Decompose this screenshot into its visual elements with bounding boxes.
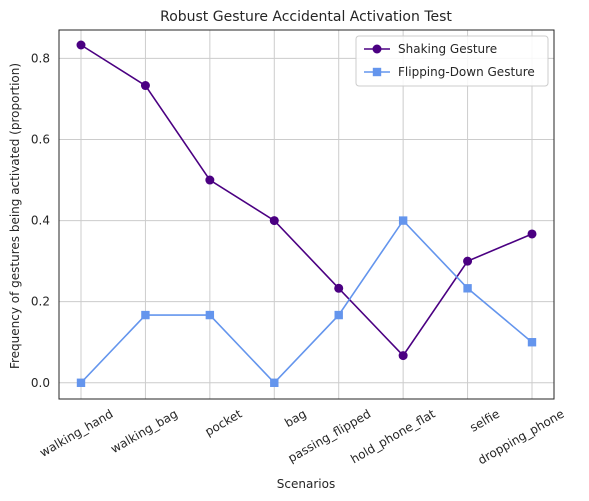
data-point xyxy=(270,378,279,387)
series-layer xyxy=(76,40,537,387)
y-tick-label: 0.0 xyxy=(31,376,50,390)
data-point xyxy=(463,284,472,293)
plot-frame xyxy=(58,29,555,400)
data-point xyxy=(398,351,408,361)
data-point xyxy=(269,216,279,226)
legend-label: Shaking Gesture xyxy=(398,42,497,56)
data-point xyxy=(334,310,343,320)
y-tick-label: 0.4 xyxy=(31,214,50,228)
data-point xyxy=(463,256,473,266)
y-tick-label: 0.6 xyxy=(31,132,50,146)
data-point xyxy=(76,40,86,50)
data-point xyxy=(527,338,537,347)
data-point xyxy=(334,283,344,293)
data-point xyxy=(527,229,537,239)
series-line xyxy=(80,219,533,384)
data-point xyxy=(141,310,150,320)
chart-title: Robust Gesture Accidental Activation Tes… xyxy=(160,9,452,25)
legend-label: Flipping-Down Gesture xyxy=(398,65,535,79)
y-tick-label: 0.8 xyxy=(31,51,50,65)
x-tick-label: pocket xyxy=(203,407,245,439)
data-point xyxy=(205,310,215,320)
legend-marker xyxy=(372,67,382,77)
x-tick-label: walking_bag xyxy=(108,407,180,456)
x-tick-label: bag xyxy=(282,407,309,430)
y-axis-label: Frequency of gestures being activated (p… xyxy=(8,63,22,369)
legend-marker xyxy=(372,44,382,54)
x-tick-label: walking_hand xyxy=(37,407,115,460)
legend: Shaking Gesture Flipping-Down Gesture xyxy=(355,35,549,87)
x-tick-label: selfie xyxy=(467,407,502,435)
data-point xyxy=(205,175,215,185)
y-tick-label: 0.2 xyxy=(31,295,50,309)
data-point xyxy=(140,81,150,91)
series-line xyxy=(80,44,533,357)
legend-box xyxy=(355,35,549,87)
data-point xyxy=(76,378,86,387)
data-point xyxy=(398,216,408,225)
series-2 xyxy=(76,216,537,387)
x-axis-label: Scenarios xyxy=(277,477,335,491)
